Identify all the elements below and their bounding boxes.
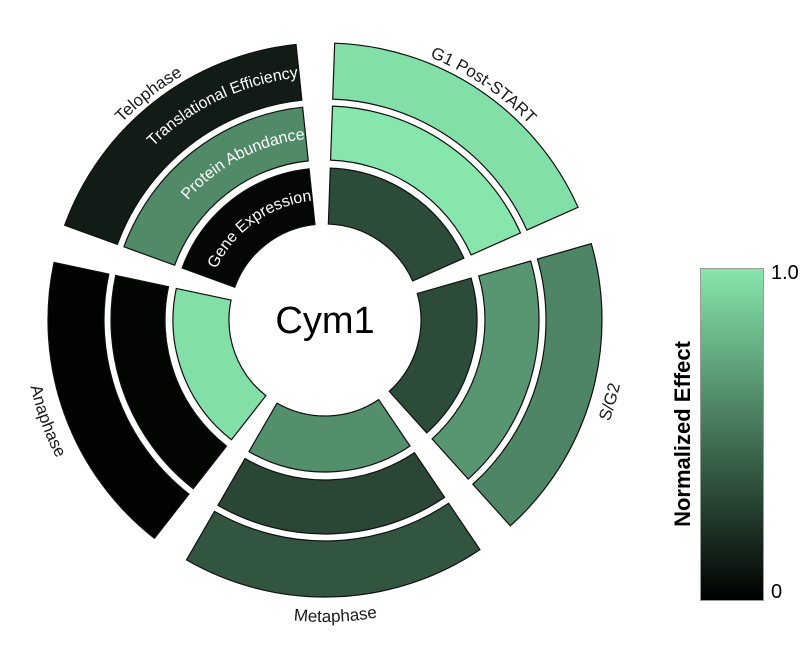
center-gene-label: Cym1 [275, 300, 374, 342]
colorbar-max-label: 1.0 [771, 262, 799, 284]
segment-s-g2-gene-expression [388, 277, 478, 434]
segment-g1-post-start-gene-expression [327, 167, 465, 282]
segment-g1-post-start-translational-efficiency [332, 42, 579, 231]
segment-metaphase-translational-efficiency [185, 502, 481, 598]
colorbar-min-label: 0 [771, 581, 783, 603]
segment-g1-post-start-protein-abundance [329, 105, 522, 256]
segment-s-g2-translational-efficiency [472, 242, 603, 527]
segment-anaphase-protein-abundance [110, 274, 228, 490]
segment-s-g2-protein-abundance [431, 260, 540, 480]
segment-telophase-gene-expression [181, 168, 316, 288]
sector-label-metaphase: Metaphase [293, 603, 378, 626]
segment-anaphase-translational-efficiency [47, 261, 190, 540]
segment-metaphase-gene-expression [248, 398, 411, 473]
segment-telophase-translational-efficiency [63, 43, 303, 246]
segment-anaphase-gene-expression [172, 287, 267, 441]
colorbar-gradient [700, 268, 764, 601]
sector-label-s-g2: S/G2 [595, 381, 624, 423]
segment-metaphase-protein-abundance [217, 451, 446, 535]
segment-telophase-protein-abundance [123, 106, 309, 267]
colorbar-title: Normalized Effect [670, 341, 695, 527]
